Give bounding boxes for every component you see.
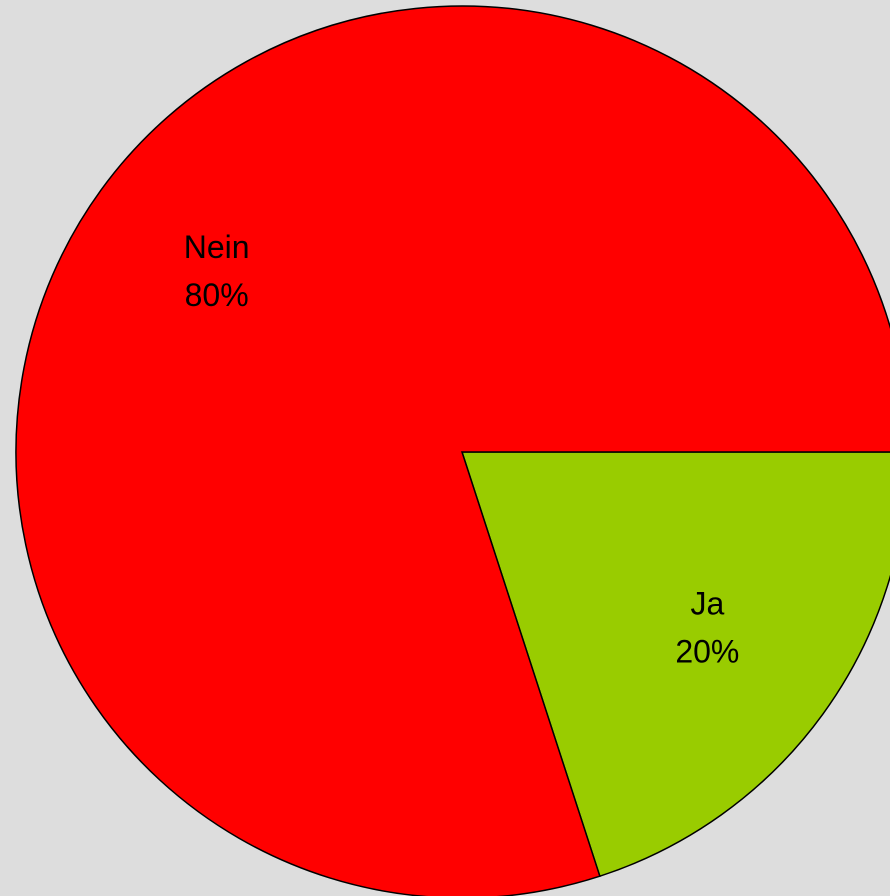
- slice-category-label: Nein: [184, 229, 250, 265]
- slice-value-label: 80%: [185, 277, 249, 313]
- slice-value-label: 20%: [675, 634, 739, 670]
- slice-category-label: Ja: [690, 586, 724, 622]
- pie-slice: [15, 5, 890, 896]
- pie-slice: [460, 451, 890, 878]
